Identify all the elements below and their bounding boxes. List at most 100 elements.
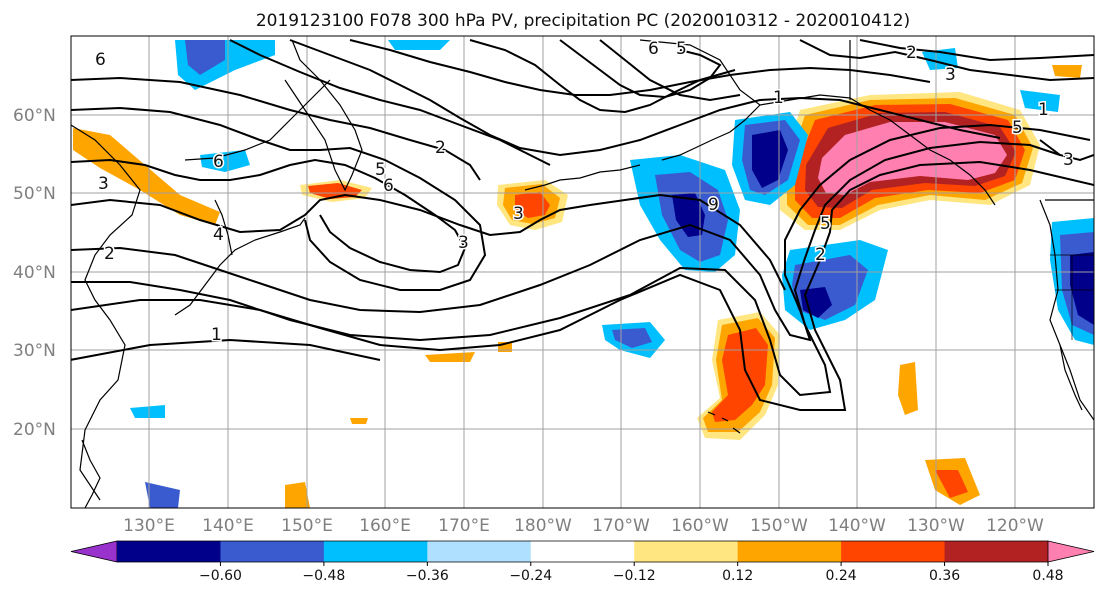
contour-label: 4 [213, 225, 224, 245]
contour-label: 5 [1012, 118, 1023, 138]
lon-label: 140°W [828, 516, 886, 536]
baja-coastline [1059, 344, 1083, 411]
precip-shading [73, 40, 1094, 508]
okhotsk-coastline [184, 79, 331, 161]
sakhalin-coastline [214, 199, 233, 256]
colorbar-ticks: −0.60 −0.48 −0.36 −0.24 −0.12 0.12 0.24 0.36 0.4… [199, 562, 1064, 584]
lon-label: 170°E [438, 516, 490, 536]
colorbar-outline [117, 540, 1048, 563]
longitude-labels: 130°E 140°E 150°E 160°E 170°E 180°W 170°… [123, 516, 1044, 536]
pv-contour [799, 39, 1094, 82]
contour-label: 2 [815, 245, 826, 265]
colorbar-tick-label: 0.12 [722, 568, 753, 584]
lat-label: 60°N [13, 106, 56, 126]
colorbar-segment [841, 541, 946, 562]
pv-contour [71, 140, 1061, 397]
colorbar-tick-label: −0.48 [302, 568, 345, 584]
precip-positive-region [898, 362, 918, 415]
aleutian-islands [524, 164, 641, 191]
colorbar-extend-high [1047, 540, 1095, 563]
japan-coastline [174, 217, 306, 316]
contour-label: 2 [435, 138, 446, 158]
pv-contours [71, 39, 1094, 411]
precip-positive-region [515, 192, 550, 218]
map-title: 2019123100 F078 300 hPa PV, precipitatio… [256, 11, 910, 31]
precip-positive-region [425, 352, 475, 362]
alaska-peninsula-coastline [661, 104, 761, 161]
precip-negative-region [672, 193, 705, 237]
contour-label: 6 [213, 152, 224, 172]
precip-positive-region [935, 470, 968, 498]
kamchatka-coastline [284, 39, 363, 192]
lat-label: 40°N [13, 263, 56, 283]
pv-contour [71, 158, 467, 274]
colorbar-segment [737, 541, 842, 562]
precip-negative-region [185, 40, 225, 75]
precip-positive-region [73, 128, 220, 225]
colorbar-segments [70, 540, 1095, 563]
lon-label: 150°E [281, 516, 333, 536]
lat-label: 20°N [13, 420, 56, 440]
colorbar: −0.60 −0.48 −0.36 −0.24 −0.12 0.12 0.24 0.36 0.4… [70, 540, 1095, 584]
precip-negative-region [1020, 90, 1060, 112]
pv-contour [71, 76, 481, 181]
lon-label: 150°W [750, 516, 808, 536]
precip-negative-region [388, 40, 450, 50]
precip-positive-region [712, 328, 768, 422]
colorbar-segment [220, 541, 325, 562]
contour-label: 3 [513, 204, 524, 224]
contour-label: 5 [820, 214, 831, 234]
latitude-labels: 60°N 50°N 40°N 30°N 20°N [13, 106, 56, 440]
lon-label: 140°E [202, 516, 254, 536]
contour-label: 9 [708, 195, 719, 215]
pv-contour [349, 39, 931, 96]
colorbar-segment [634, 541, 739, 562]
pv-contour [71, 106, 487, 291]
colorbar-segment [323, 541, 428, 562]
lon-label: 120°W [986, 516, 1044, 536]
contour-label: 6 [95, 50, 106, 70]
lon-label: 170°W [592, 516, 650, 536]
philippines-coastline [81, 439, 101, 508]
colorbar-tick-label: −0.60 [199, 568, 242, 584]
colorbar-segment [530, 541, 635, 562]
precip-negative-region [200, 150, 250, 172]
contour-label: 5 [676, 39, 687, 59]
colorbar-segment [944, 541, 1049, 562]
map-panel: 6 5 1 2 3 4 5 6 3 1 2 3 6 2 1 5 3 9 2 3 … [71, 36, 1094, 508]
colorbar-tick-label: −0.12 [613, 568, 656, 584]
pv-contour [1039, 139, 1094, 162]
contour-label: 3 [458, 233, 469, 253]
precip-positive-region [285, 482, 310, 508]
contour-label: 3 [98, 174, 109, 194]
colorbar-extend-low [70, 540, 118, 563]
pv-contour [559, 39, 722, 99]
colorbar-tick-label: −0.24 [509, 568, 552, 584]
lon-label: 160°W [671, 516, 729, 536]
us-state-borders [1050, 254, 1094, 340]
precip-negative-region [145, 482, 180, 508]
precip-negative-region [800, 287, 832, 318]
contour-label: 3 [1063, 150, 1074, 170]
lat-label: 30°N [13, 341, 56, 361]
contour-label: 6 [648, 39, 659, 59]
colorbar-segment [117, 541, 221, 562]
pv-contour [71, 160, 1094, 411]
precip-negative-region [612, 328, 652, 348]
lon-label: 130°W [907, 516, 965, 536]
pv-contour [289, 39, 1001, 157]
pv-contour [229, 39, 551, 166]
contour-label: 5 [375, 160, 386, 180]
contour-label: 1 [1038, 100, 1049, 120]
pv-contour [599, 39, 741, 102]
hawaii-islands [707, 411, 741, 434]
graticule [71, 36, 1094, 508]
colorbar-tick-label: 0.48 [1032, 568, 1063, 584]
contour-label: 3 [945, 65, 956, 85]
asia-coastline [71, 124, 141, 501]
lon-label: 180°W [514, 516, 572, 536]
precip-negative-region [1070, 252, 1094, 325]
pv-contour [469, 39, 736, 114]
colorbar-tick-label: −0.36 [406, 568, 449, 584]
